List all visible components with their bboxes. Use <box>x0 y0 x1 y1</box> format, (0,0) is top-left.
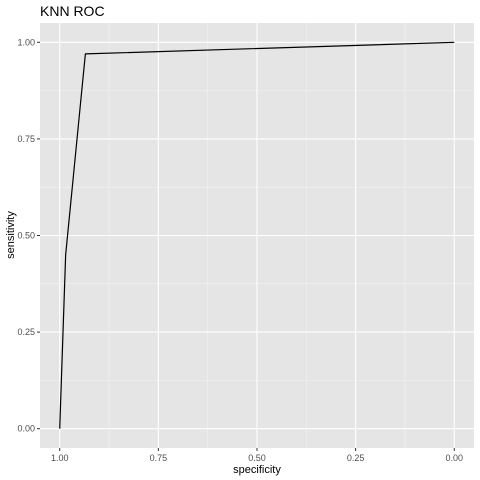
y-tick-label: 0.75 <box>17 134 35 144</box>
y-tick-label: 0.50 <box>17 231 35 241</box>
x-axis-label: specificity <box>233 464 281 476</box>
roc-curve-line <box>59 41 455 429</box>
y-axis-ticks: 0.00 0.25 0.50 0.75 1.00 <box>17 37 40 434</box>
chart-title: KNN ROC <box>40 3 105 19</box>
grid-lines <box>40 23 474 448</box>
roc-series-layer <box>59 41 455 429</box>
y-tick-label: 0.25 <box>17 327 35 337</box>
y-tick-label: 1.00 <box>17 37 35 47</box>
x-tick-label: 1.00 <box>51 453 69 463</box>
x-tick-label: 0.50 <box>248 453 266 463</box>
x-tick-label: 0.25 <box>347 453 365 463</box>
y-axis-label: sensitivity <box>5 211 17 259</box>
x-tick-label: 0.00 <box>446 453 464 463</box>
x-tick-label: 0.75 <box>150 453 168 463</box>
y-tick-label: 0.00 <box>17 424 35 434</box>
x-axis-ticks: 1.00 0.75 0.50 0.25 0.00 <box>51 448 463 463</box>
